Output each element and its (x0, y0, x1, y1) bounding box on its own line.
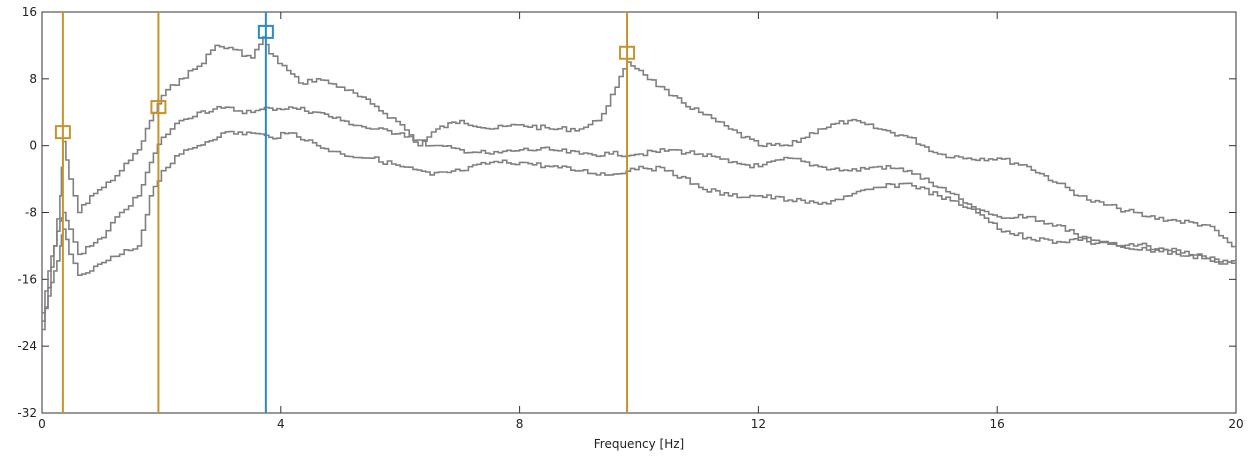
x-tick-label: 8 (516, 417, 524, 431)
peak-marker-3[interactable] (257, 24, 274, 39)
y-tick-label: 8 (29, 72, 37, 86)
x-tick-label: 12 (751, 417, 766, 431)
marker-layer (54, 12, 636, 413)
y-tick-label: 0 (29, 139, 37, 153)
plot-area (41, 11, 1237, 414)
y-tick-label: 16 (22, 5, 37, 19)
y-tick-label: -8 (25, 206, 37, 220)
y-tick-label: -32 (17, 406, 37, 420)
y-tick-label: -16 (17, 272, 37, 286)
x-axis-label: Frequency [Hz] (594, 437, 685, 451)
y-axis: -32 -24 -16 -8 0 8 16 (17, 5, 1236, 420)
x-tick-label: 0 (38, 417, 46, 431)
x-axis: 0 4 8 12 16 20 (38, 12, 1244, 431)
x-tick-label: 16 (990, 417, 1005, 431)
series-layer (42, 36, 1237, 331)
x-tick-label: 20 (1228, 417, 1243, 431)
series-line-2 (42, 105, 1237, 314)
y-tick-label: -24 (17, 339, 37, 353)
peak-marker-2[interactable] (150, 100, 167, 115)
peak-marker-4[interactable] (619, 45, 636, 60)
x-tick-label: 4 (277, 417, 285, 431)
series-line-1 (42, 36, 1237, 331)
series-line-3 (42, 130, 1237, 322)
peak-marker-1[interactable] (54, 125, 71, 140)
